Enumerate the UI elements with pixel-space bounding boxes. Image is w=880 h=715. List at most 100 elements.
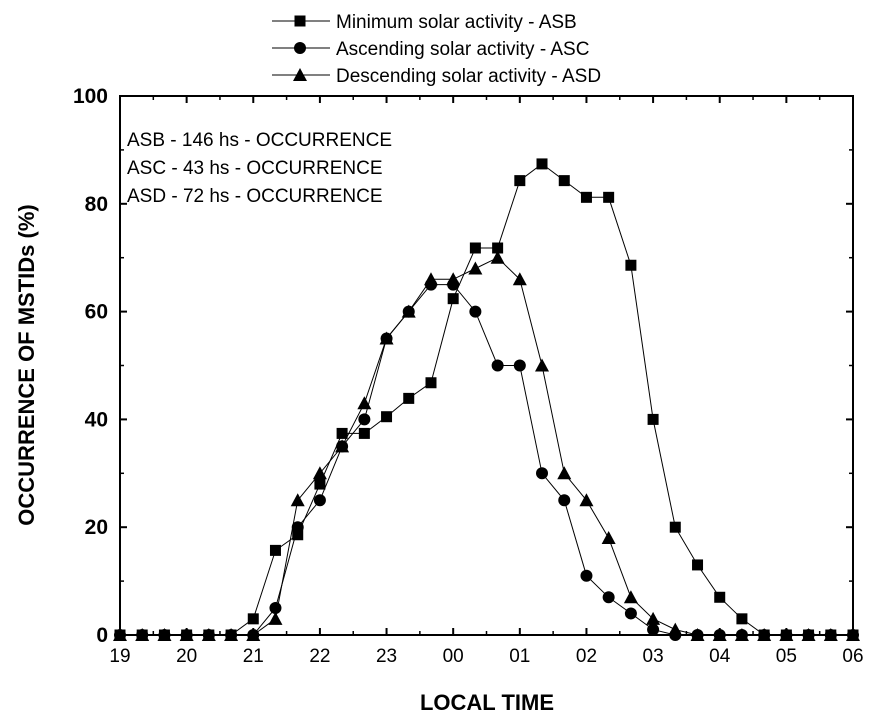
data-point-triangle (690, 628, 705, 641)
data-point-triangle (335, 439, 350, 453)
data-point-circle (602, 591, 615, 604)
data-point-triangle (557, 466, 572, 480)
series-line-circle (120, 284, 853, 636)
x-tick-label: 06 (842, 646, 863, 667)
data-point-triangle (135, 628, 150, 641)
y-axis-title: OCCURRENCE OF MSTIDs (%) (14, 204, 39, 525)
x-tick-label: 03 (643, 646, 664, 667)
data-point-triangle (646, 611, 661, 625)
data-point-triangle (446, 272, 461, 286)
data-point-square (269, 544, 281, 556)
data-point-triangle (601, 530, 616, 544)
annotation-asc: ASC - 43 hs - OCCURRENCE (127, 158, 383, 179)
data-point-triangle (823, 628, 838, 641)
data-point-square (536, 158, 548, 170)
x-tick-label: 23 (376, 646, 397, 667)
x-tick-label: 20 (176, 646, 197, 667)
data-point-square (558, 175, 570, 187)
data-point-triangle (423, 272, 438, 286)
data-point-triangle (846, 628, 860, 641)
legend-item-asb: Minimum solar activity - ASB (272, 12, 577, 33)
x-tick-label: 19 (109, 646, 130, 667)
data-point-triangle (579, 493, 594, 507)
data-point-triangle (179, 628, 194, 641)
data-point-triangle (246, 628, 261, 641)
data-point-square (580, 191, 592, 203)
data-point-square (714, 591, 726, 603)
data-point-triangle (757, 628, 772, 641)
legend-marker-asc (294, 42, 306, 54)
data-point-triangle (512, 272, 527, 286)
y-tick-label: 80 (85, 193, 108, 216)
data-point-square (692, 559, 704, 571)
data-point-square (669, 521, 681, 533)
data-point-square (625, 259, 637, 271)
legend: Minimum solar activity - ASB Ascending s… (272, 12, 601, 87)
data-point-triangle (312, 466, 327, 480)
data-point-square (492, 242, 504, 254)
legend-marker-asb (294, 15, 306, 27)
data-point-triangle (401, 304, 416, 318)
data-point-circle (491, 359, 504, 372)
data-point-triangle (779, 628, 794, 641)
data-point-square (469, 242, 481, 254)
data-point-circle (469, 305, 482, 318)
data-point-circle (647, 623, 660, 636)
series-layer (113, 158, 860, 641)
data-point-triangle (113, 628, 127, 641)
data-point-square (403, 392, 415, 404)
data-point-triangle (490, 250, 505, 264)
data-point-triangle (468, 261, 483, 275)
x-tick-label: 22 (309, 646, 330, 667)
data-point-circle (513, 359, 526, 372)
data-point-circle (558, 494, 571, 507)
data-point-triangle (268, 611, 283, 625)
data-point-circle (580, 569, 593, 582)
legend-item-asc: Ascending solar activity - ASC (272, 39, 589, 60)
axes: 19 20 21 22 23 00 01 02 03 04 05 06 0 20 40 60 80 100 (73, 85, 864, 667)
data-point-triangle (734, 628, 749, 641)
data-point-square (647, 413, 659, 425)
annotation-block: ASB - 146 hs - OCCURRENCE ASC - 43 hs - … (127, 130, 392, 207)
data-point-triangle (668, 622, 683, 636)
data-point-triangle (801, 628, 816, 641)
data-point-square (381, 411, 393, 423)
series-triangle (113, 250, 860, 641)
data-point-square (514, 175, 526, 187)
data-point-triangle (224, 628, 239, 641)
series-line-triangle (120, 257, 853, 636)
data-point-square (603, 191, 615, 203)
y-tick-label: 40 (85, 408, 108, 431)
legend-item-asd: Descending solar activity - ASD (272, 66, 601, 87)
series-line-square (120, 163, 853, 636)
data-point-square (292, 529, 304, 541)
legend-label-asd: Descending solar activity - ASD (336, 66, 601, 87)
y-tick-label: 0 (96, 624, 108, 647)
data-point-circle (536, 467, 549, 480)
x-tick-label: 05 (776, 646, 797, 667)
data-point-square (736, 613, 748, 625)
data-point-square (447, 293, 459, 305)
data-point-triangle (712, 628, 727, 641)
data-point-square (425, 377, 437, 389)
x-tick-label: 01 (509, 646, 530, 667)
data-point-triangle (290, 493, 305, 507)
y-tick-label: 100 (73, 85, 108, 108)
legend-label-asb: Minimum solar activity - ASB (336, 12, 577, 33)
series-circle (114, 278, 859, 641)
data-point-square (358, 427, 370, 439)
data-point-square (247, 613, 259, 625)
y-tick-label: 20 (85, 516, 108, 539)
x-axis-title: LOCAL TIME (420, 690, 554, 715)
y-tick-label: 60 (85, 301, 108, 324)
data-point-triangle (379, 331, 394, 345)
data-point-triangle (623, 590, 638, 604)
data-point-circle (358, 413, 371, 426)
data-point-circle (313, 494, 326, 507)
data-point-square (314, 478, 326, 490)
x-tick-label: 04 (709, 646, 731, 667)
legend-marker-asd (293, 68, 307, 81)
annotation-asb: ASB - 146 hs - OCCURRENCE (127, 130, 392, 151)
x-tick-label: 02 (576, 646, 597, 667)
